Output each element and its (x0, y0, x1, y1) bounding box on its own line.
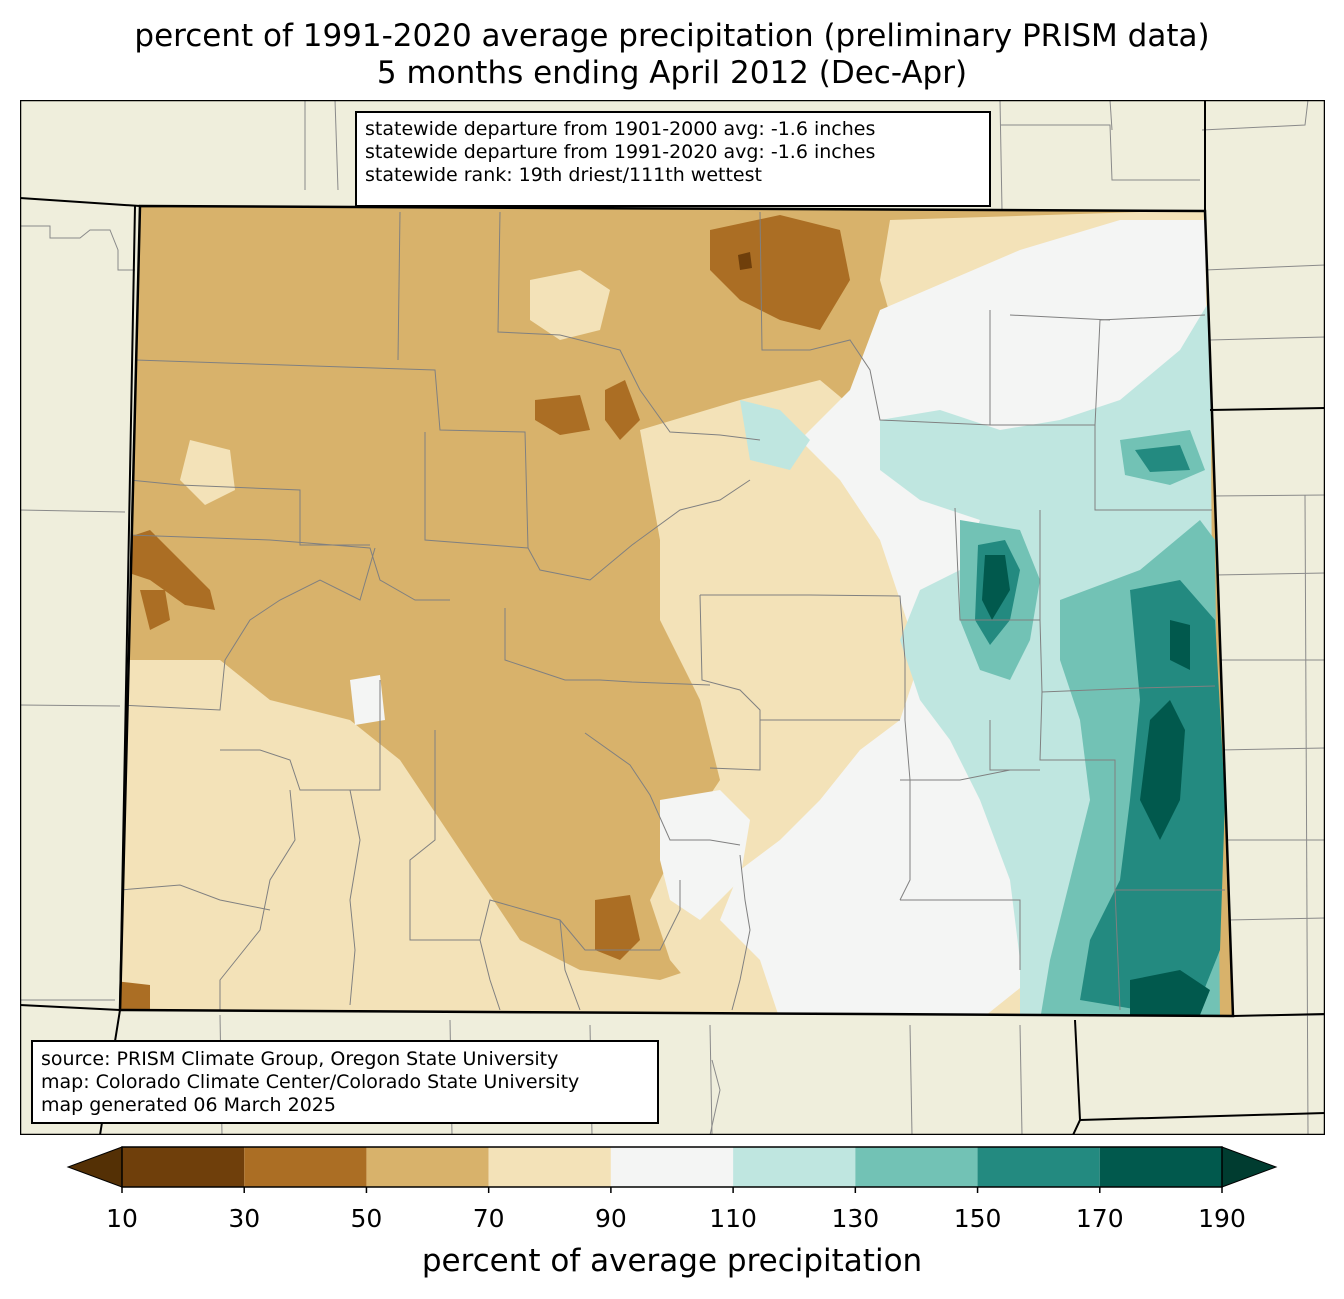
colorbar-segment-70-90 (488, 1147, 611, 1187)
colorbar-svg (66, 1146, 1278, 1193)
colorbar-tick-label: 10 (106, 1204, 138, 1233)
colorbar-segment-10-30 (122, 1147, 245, 1187)
map-frame (20, 100, 1325, 1135)
source-line-generated: map generated 06 March 2025 (41, 1094, 336, 1116)
colorbar-under-arrow (66, 1146, 123, 1188)
precipitation-field (120, 206, 1233, 1016)
colorbar-segment-90-110 (610, 1147, 734, 1187)
source-box: source: PRISM Climate Group, Oregon Stat… (31, 1040, 659, 1124)
colorbar-tick-label: 130 (831, 1204, 880, 1233)
colorbar-segment-50-70 (366, 1147, 489, 1187)
colorbar (66, 1145, 1278, 1193)
colorbar-segment-110-130 (733, 1147, 856, 1187)
map-title: percent of 1991-2020 average precipitati… (134, 18, 1210, 54)
source-line-data: source: PRISM Climate Group, Oregon Stat… (41, 1048, 559, 1070)
colorbar-tick-label: 170 (1075, 1204, 1124, 1233)
colorbar-segment-30-50 (244, 1147, 367, 1187)
colorbar-tick-label: 110 (709, 1204, 757, 1233)
colorbar-segment-170-190 (1099, 1147, 1222, 1187)
map-svg (20, 100, 1325, 1135)
colorado-county-lines (120, 211, 1225, 1011)
colorbar-over-arrow (1221, 1146, 1278, 1188)
colorbar-tick-label: 30 (228, 1204, 261, 1233)
stats-line-1901-2000: statewide departure from 1901-2000 avg: … (365, 118, 876, 140)
colorbar-label: percent of average precipitation (421, 1243, 923, 1279)
colorbar-frame (121, 1146, 1223, 1188)
precipitation-map (20, 100, 1325, 1135)
colorbar-segment-130-150 (855, 1147, 978, 1187)
colorbar-segment-150-170 (977, 1147, 1100, 1187)
colorbar-tick-label: 70 (472, 1204, 505, 1233)
statewide-stats-box: statewide departure from 1901-2000 avg: … (355, 111, 991, 207)
source-line-map: map: Colorado Climate Center/Colorado St… (41, 1071, 580, 1093)
colorbar-tick-label: 90 (594, 1204, 627, 1233)
stats-line-1991-2020: statewide departure from 1991-2020 avg: … (365, 141, 876, 163)
colorbar-tick-label: 150 (953, 1204, 1002, 1233)
map-subtitle: 5 months ending April 2012 (Dec-Apr) (376, 55, 968, 91)
stats-line-rank: statewide rank: 19th driest/111th wettes… (365, 164, 762, 186)
colorbar-tick-label: 190 (1198, 1204, 1246, 1233)
colorbar-tick-label: 50 (350, 1204, 383, 1233)
